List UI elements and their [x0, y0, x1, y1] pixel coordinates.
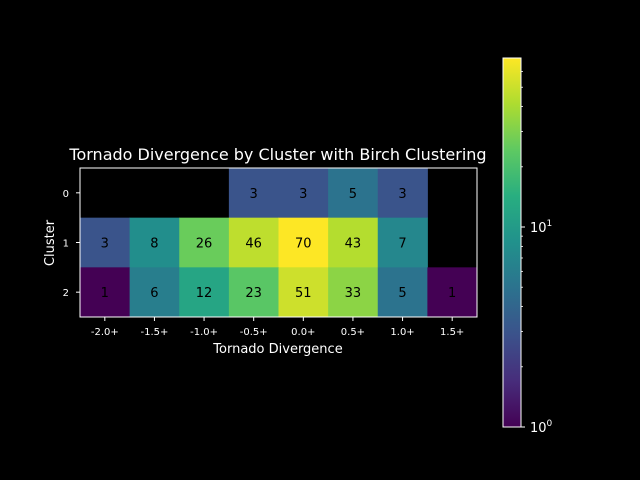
- cell-value-label: 51: [295, 286, 312, 301]
- y-axis-label: Cluster: [43, 219, 58, 266]
- x-tick-label: -1.0+: [190, 327, 218, 338]
- cell-value-label: 7: [398, 237, 406, 252]
- heatmap-cell: [278, 168, 329, 219]
- heatmap-cell: [328, 168, 379, 219]
- heatmap-cell: [228, 168, 279, 219]
- cell-value-label: 23: [245, 286, 262, 301]
- heatmap-cell: [328, 217, 379, 268]
- cell-value-label: 1: [101, 286, 109, 301]
- heatmap-cell: [427, 267, 478, 318]
- cell-value-label: 6: [150, 286, 158, 301]
- heatmap-cell: [278, 267, 329, 318]
- heatmap-cell: [228, 267, 279, 318]
- heatmap-cell: [80, 267, 131, 318]
- colorbar-tick-label: 101: [530, 219, 552, 236]
- y-axis-ticks: 0 1 2: [63, 189, 80, 299]
- heatmap-cell: [80, 217, 131, 268]
- cell-value-label: 70: [295, 237, 312, 252]
- cell-value-label: 5: [398, 286, 406, 301]
- cell-value-label: 12: [196, 286, 213, 301]
- colorbar-tick-label: 100: [530, 419, 553, 436]
- x-tick-label: -1.5+: [140, 327, 168, 338]
- cell-value-label: 46: [245, 237, 262, 252]
- heatmap-cell: [179, 267, 230, 318]
- cell-value-label: 33: [345, 286, 362, 301]
- colorbar: [502, 57, 522, 428]
- cell-value-label: 8: [150, 237, 158, 252]
- heatmap-value-labels: 3 3 5 33 8 26 46 70 43 71 6 12 23 51 33 5 1: [101, 187, 457, 301]
- heatmap-cell: [179, 217, 230, 268]
- heatmap-cell: [377, 217, 428, 268]
- x-tick-label: 1.0+: [390, 327, 414, 338]
- heatmap-cell: [129, 217, 180, 268]
- heatmap-cell: [377, 267, 428, 318]
- cell-value-label: 5: [349, 187, 357, 202]
- heatmap-cell: [278, 217, 329, 268]
- heatmap-cell: [129, 267, 180, 318]
- x-tick-label: 0.5+: [341, 327, 365, 338]
- heatmap-cell: [228, 217, 279, 268]
- x-axis-ticks: -2.0+ -1.5+ -1.0+ -0.5+ 0.0+ 0.5+ 1.0+ 1.5+: [91, 317, 464, 338]
- heatmap-cells: [80, 168, 478, 318]
- heatmap-cell: [377, 168, 428, 219]
- x-tick-label: 0.0+: [291, 327, 315, 338]
- colorbar-ticks: 100 101: [521, 70, 553, 436]
- x-tick-label: -0.5+: [240, 327, 268, 338]
- cell-value-label: 3: [250, 187, 258, 202]
- y-tick-label: 0: [63, 189, 69, 200]
- x-axis-label: Tornado Divergence: [212, 342, 342, 357]
- cell-value-label: 43: [345, 237, 362, 252]
- x-tick-label: -2.0+: [91, 327, 119, 338]
- cell-value-label: 3: [299, 187, 307, 202]
- y-tick-label: 2: [63, 288, 69, 299]
- cell-value-label: 3: [101, 237, 109, 252]
- heatmap-cell: [328, 267, 379, 318]
- cell-value-label: 1: [448, 286, 456, 301]
- chart-title: Tornado Divergence by Cluster with Birch…: [68, 145, 486, 164]
- cell-value-label: 26: [196, 237, 213, 252]
- x-tick-label: 1.5+: [440, 327, 464, 338]
- y-tick-label: 1: [63, 239, 69, 250]
- cell-value-label: 3: [398, 187, 406, 202]
